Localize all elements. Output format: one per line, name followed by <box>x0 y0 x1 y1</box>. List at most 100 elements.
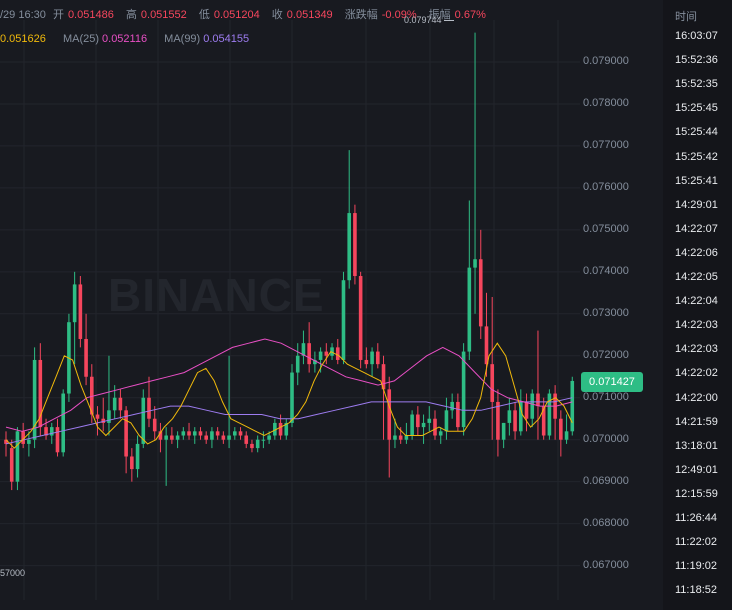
price-tick-label: 0.070000 <box>583 432 629 445</box>
candle-body <box>175 435 180 440</box>
price-tick-label: 0.071000 <box>583 390 629 403</box>
price-tick-label: 0.067000 <box>583 558 629 571</box>
candle-body <box>152 418 157 432</box>
candle-body <box>204 435 208 440</box>
candle-body <box>72 284 77 323</box>
candle-body <box>478 259 483 327</box>
candle-body <box>381 364 386 390</box>
candle-body <box>15 431 20 482</box>
candle-body <box>547 393 552 436</box>
candle-body <box>461 351 466 428</box>
ma99-line <box>5 397 573 445</box>
candle-time: /29 16:30 <box>0 9 46 21</box>
candle-body <box>421 422 426 428</box>
price-tick-label: 0.072000 <box>583 348 629 361</box>
candle-body <box>313 359 317 365</box>
trade-time: 14:22:00 <box>675 391 718 404</box>
trade-time: 13:18:01 <box>675 439 718 452</box>
candle-body <box>416 414 420 428</box>
ma7-line <box>5 342 573 449</box>
candle-body <box>496 401 500 440</box>
close-label: 收 <box>271 9 283 21</box>
candle-body <box>376 351 380 365</box>
price-tick-label: 0.075000 <box>583 222 629 235</box>
candle-body <box>135 443 140 470</box>
high-value: 0.051552 <box>140 9 187 21</box>
candle-body <box>187 431 191 436</box>
candle-body <box>278 422 283 436</box>
ma-legend: 0.051626 MA(25) 0.052116 MA(99) 0.054155 <box>0 33 252 45</box>
candle-body <box>513 410 517 432</box>
candle-body <box>181 431 186 436</box>
candle-body <box>444 410 449 432</box>
candle-body <box>147 397 151 419</box>
candle-body <box>519 401 523 432</box>
candle-body <box>284 422 289 436</box>
candle-body <box>227 435 231 440</box>
trade-time: 15:52:35 <box>675 78 718 91</box>
candle-body <box>438 431 443 436</box>
ma25-label: MA(25) <box>62 33 100 45</box>
price-axis[interactable]: 0.079000 0.078000 0.077000 0.076000 0.075000… <box>575 0 663 610</box>
candle-body <box>433 418 437 436</box>
candle-body <box>250 443 254 449</box>
candle-body <box>55 427 60 453</box>
trade-time: 12:15:59 <box>675 487 718 500</box>
trade-time: 11:18:52 <box>675 584 718 597</box>
price-tick-label: 0.074000 <box>583 264 629 277</box>
candle-body <box>536 393 540 407</box>
amplitude-label: 振幅 <box>428 9 451 21</box>
trade-time: 15:25:45 <box>675 102 718 115</box>
candle-body <box>570 380 575 432</box>
candle-body <box>318 351 323 360</box>
candle-body <box>564 431 569 440</box>
candle-body <box>261 439 266 441</box>
candle-body <box>347 213 351 281</box>
candle-body <box>210 431 214 440</box>
candle-body <box>330 347 334 356</box>
candle-body <box>530 393 535 419</box>
candle-body <box>107 410 111 423</box>
candle-body <box>301 343 306 356</box>
candle-body <box>238 431 243 436</box>
candle-body <box>21 431 25 444</box>
candle-body <box>32 359 37 440</box>
candle-body <box>364 359 369 365</box>
low-price-marker: 57000 <box>0 568 26 578</box>
candle-body <box>27 439 31 444</box>
price-tick-label: 0.078000 <box>583 96 629 109</box>
candle-body <box>295 355 300 373</box>
candle-body <box>84 338 88 377</box>
candle-body <box>353 213 357 277</box>
high-label: 高 <box>125 9 137 21</box>
trade-time: 14:22:03 <box>675 319 718 332</box>
candle-body <box>78 284 83 339</box>
trade-time: 12:49:01 <box>675 463 718 476</box>
candle-body <box>273 422 277 436</box>
candle-body <box>404 435 409 440</box>
binance-watermark: BINANCE <box>108 269 325 321</box>
candle-body <box>324 351 329 356</box>
candle-body <box>387 389 392 440</box>
candlestick-plot[interactable] <box>0 0 580 610</box>
trade-time: 11:19:02 <box>675 560 718 573</box>
trade-time-list[interactable]: 时间 16:03:07 15:52:36 15:52:35 15:25:45 15:25… <box>663 0 732 610</box>
candle-body <box>255 439 260 449</box>
candle-body <box>244 435 249 444</box>
candle-body <box>307 343 311 365</box>
trade-time: 14:22:07 <box>675 222 718 235</box>
ma99-value: 0.054155 <box>203 33 250 45</box>
candle-body <box>267 435 271 440</box>
candle-body <box>141 397 146 444</box>
high-price-marker: 0.079744 <box>404 15 454 25</box>
candle-body <box>450 401 454 411</box>
candle-body <box>61 393 65 453</box>
candle-body <box>233 431 237 436</box>
candle-body <box>170 435 174 440</box>
candle-body <box>393 435 397 440</box>
candle-body <box>507 410 512 423</box>
candle-body <box>192 431 197 436</box>
close-value: 0.051349 <box>286 9 333 21</box>
candle-body <box>370 351 374 365</box>
